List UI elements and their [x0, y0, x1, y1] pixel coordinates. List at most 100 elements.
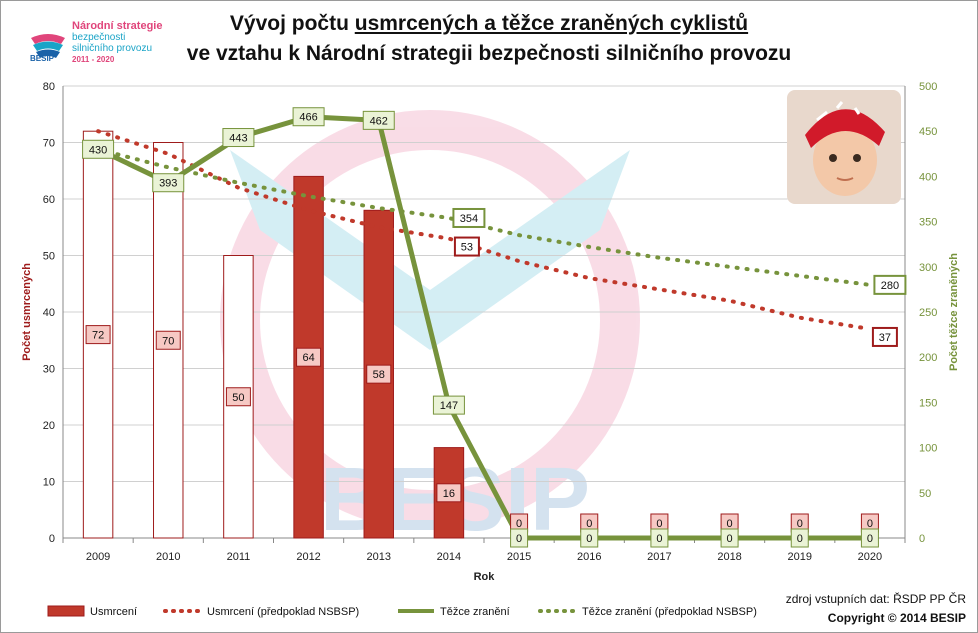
line-data-label: 393	[159, 178, 177, 190]
y-tick-label: 70	[43, 138, 55, 150]
injured-line	[97, 114, 870, 541]
y-tick-label: 10	[43, 477, 55, 489]
title-underlined: usmrcených a těžce zraněných cyklistů	[354, 12, 749, 35]
y2-tick-label: 100	[919, 443, 937, 455]
bar-data-label-box	[366, 364, 392, 384]
line-data-label: 0	[867, 533, 873, 545]
y2-tick-label: 200	[919, 352, 937, 364]
y-tick-label: 30	[43, 364, 55, 376]
y2-tick-label: 350	[919, 217, 937, 229]
bar-data-label: 50	[232, 392, 244, 404]
line-data-label-box	[292, 107, 325, 127]
bar-data-label: 70	[162, 335, 174, 347]
y-tick-label: 20	[43, 420, 55, 432]
killed-forecast-label-box	[871, 326, 898, 347]
y-tick-label: 40	[43, 307, 55, 319]
line-data-label-box	[650, 528, 669, 548]
bar-data-label: 64	[302, 352, 314, 364]
y-tick-label: 0	[49, 533, 55, 545]
y-tick-label: 80	[43, 81, 55, 93]
bar-data-label: 0	[656, 518, 662, 530]
y2-tick-label: 300	[919, 262, 937, 274]
injured-forecast-label: 354	[460, 213, 478, 225]
chart-title-line1: Vývoj počtu usmrcených a těžce zraněných…	[0, 12, 978, 36]
killed-forecast-label: 37	[879, 332, 891, 344]
line-data-label: 0	[797, 533, 803, 545]
x-tick-label: 2012	[296, 551, 320, 563]
line-data-label-box	[82, 139, 115, 159]
line-data-label-box	[152, 173, 185, 193]
x-tick-label: 2009	[86, 551, 110, 563]
bar-data-label-box	[155, 330, 181, 350]
logo-line2: bezpečnosti	[72, 32, 126, 43]
y-tick-label: 60	[43, 194, 55, 206]
bar-data-label: 58	[373, 369, 385, 381]
bar-data-label: 0	[867, 518, 873, 530]
legend-label: Usmrcení	[90, 606, 137, 618]
line-data-label: 0	[586, 533, 592, 545]
line-data-label: 147	[440, 400, 458, 412]
killed-forecast-line	[96, 129, 872, 331]
x-tick-label: 2015	[507, 551, 531, 563]
besip-logo-icon	[31, 34, 65, 58]
legend-swatch-bar	[47, 605, 85, 617]
x-tick-label: 2016	[577, 551, 601, 563]
child-helmet-photo	[787, 90, 901, 204]
logo-years: 2011 - 2020	[72, 55, 115, 64]
logo-brand: BESIP	[30, 54, 55, 63]
line-data-label-box	[432, 395, 465, 415]
bar-data-label: 0	[797, 518, 803, 530]
line-data-label: 462	[370, 115, 388, 127]
line-data-label: 466	[299, 112, 317, 124]
copyright: Copyright © 2014 BESIP	[827, 611, 966, 625]
y2-tick-label: 400	[919, 171, 937, 183]
bar-data-label-box	[225, 387, 251, 407]
title-prefix: Vývoj počtu	[229, 12, 355, 35]
x-tick-label: 2017	[647, 551, 671, 563]
legend-label: Těžce zranění	[440, 606, 510, 618]
line-data-label-box	[860, 528, 879, 548]
y2-tick-label: 0	[919, 533, 925, 545]
bar-data-label: 0	[516, 518, 522, 530]
injured-forecast-label: 280	[881, 280, 899, 292]
logo-line1: Národní strategie	[72, 20, 163, 32]
y-axis-label: Počet usmrcených	[21, 263, 33, 361]
line-data-label-box	[790, 528, 809, 548]
line-data-label-box	[720, 528, 739, 548]
x-tick-label: 2018	[717, 551, 741, 563]
y2-tick-label: 500	[919, 81, 937, 93]
line-data-label: 0	[516, 533, 522, 545]
bar-data-label: 0	[586, 518, 592, 530]
bar-data-label: 0	[727, 518, 733, 530]
chart-title-line2: ve vztahu k Národní strategii bezpečnost…	[186, 42, 792, 65]
line-data-label: 0	[656, 533, 662, 545]
x-tick-label: 2011	[227, 551, 251, 563]
injured-forecast-label-box	[873, 274, 907, 295]
logo-text: Národní strategie bezpečnosti silničního…	[72, 21, 162, 65]
bar-data-label-box	[85, 325, 111, 345]
line-data-label: 0	[727, 533, 733, 545]
killed-forecast-label-box	[453, 236, 480, 257]
line-data-label: 430	[89, 144, 107, 156]
logo-line3: silničního provozu	[72, 43, 153, 54]
y2-tick-label: 150	[919, 397, 937, 409]
x-axis-label: Rok	[474, 571, 496, 583]
x-tick-label: 2010	[156, 551, 180, 563]
bar-data-label-box	[436, 483, 462, 503]
y2-tick-label: 50	[919, 488, 931, 500]
bar-data-label-box	[296, 347, 322, 367]
bar-data-label: 72	[92, 330, 104, 342]
child-photo-icon	[787, 90, 901, 204]
besip-watermark: BESIP	[220, 110, 640, 550]
y-tick-label: 50	[43, 251, 55, 263]
data-source: zdroj vstupních dat: ŘSDP PP ČR	[785, 592, 966, 606]
y2-tick-label: 450	[919, 126, 937, 138]
x-tick-label: 2020	[858, 551, 882, 563]
y2-tick-label: 250	[919, 307, 937, 319]
bar-data-label: 16	[443, 488, 455, 500]
line-data-label-box	[580, 528, 599, 548]
legend-label: Usmrcení (předpoklad NSBSP)	[207, 606, 359, 618]
line-data-label: 443	[229, 133, 247, 145]
y2-axis-label: Počet těžce zraněných	[948, 253, 960, 371]
